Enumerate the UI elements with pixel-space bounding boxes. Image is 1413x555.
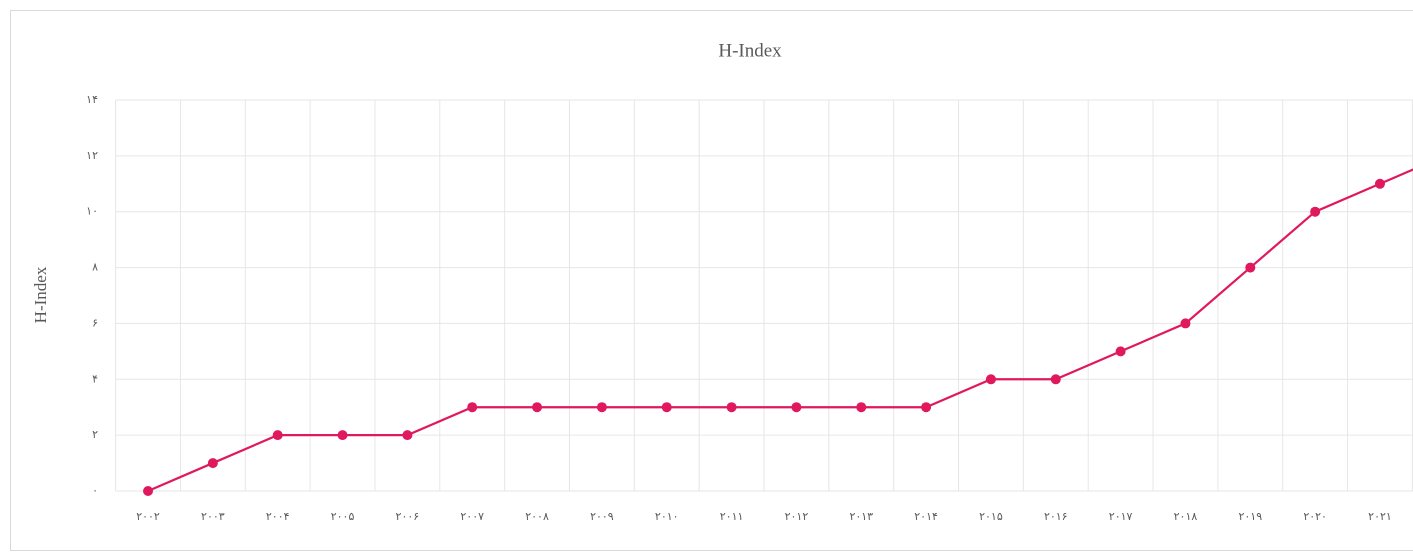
y-tick-label: ۱۴ [86, 93, 98, 106]
x-tick-label: ۲۰۰۷ [460, 510, 484, 523]
x-tick-label: ۲۰۱۰ [655, 510, 679, 523]
y-tick-label: ۸ [92, 261, 98, 274]
data-point [1310, 206, 1321, 217]
x-tick-label: ۲۰۱۶ [1044, 510, 1068, 523]
data-point [1180, 318, 1191, 329]
data-point [1245, 262, 1256, 273]
data-point [402, 430, 413, 441]
x-tick-label: ۲۰۰۵ [331, 510, 355, 523]
y-axis-label: H-Index [31, 266, 50, 323]
y-tick-label: ۱۲ [86, 149, 98, 162]
x-tick-label: ۲۰۰۹ [590, 510, 614, 523]
data-point [661, 402, 672, 413]
x-tick-label: ۲۰۱۷ [1109, 510, 1133, 523]
data-point [143, 486, 154, 496]
x-tick-label: ۲۰۰۳ [201, 510, 225, 523]
y-tick-label: ۲ [92, 428, 98, 441]
chart-border [10, 10, 1413, 551]
data-point [596, 402, 607, 413]
x-tick-label: ۲۰۱۹ [1238, 510, 1262, 523]
data-point [1374, 178, 1385, 189]
x-tick-label: ۲۰۲۰ [1303, 510, 1327, 523]
data-point [1050, 374, 1061, 385]
data-point [856, 402, 867, 413]
x-tick-label: ۲۰۲۱ [1368, 510, 1392, 523]
x-tick-label: ۲۰۰۴ [266, 510, 290, 523]
data-point [1115, 346, 1126, 357]
x-tick-label: ۲۰۱۳ [849, 510, 873, 523]
data-point [207, 458, 218, 469]
data-point [726, 402, 737, 413]
data-point [532, 402, 543, 413]
x-tick-label: ۲۰۱۵ [979, 510, 1003, 523]
data-point [467, 402, 478, 413]
x-tick-label: ۲۰۱۴ [914, 510, 938, 523]
y-tick-label: ۴ [92, 372, 98, 385]
x-tick-label: ۲۰۱۸ [1174, 510, 1198, 523]
y-tick-label: ۰ [92, 484, 98, 497]
x-tick-label: ۲۰۰۲ [136, 510, 160, 523]
data-point [985, 374, 996, 385]
x-tick-label: ۲۰۰۸ [525, 510, 549, 523]
data-point [921, 402, 932, 413]
y-tick-label: ۱۰ [86, 205, 98, 218]
x-tick-label: ۲۰۱۲ [785, 510, 809, 523]
chart-title: H-Index [718, 40, 782, 61]
x-tick-label: ۲۰۰۶ [396, 510, 420, 523]
x-tick-label: ۲۰۱۱ [720, 510, 744, 523]
y-tick-label: ۶ [92, 316, 98, 329]
data-point [337, 430, 348, 441]
data-point [791, 402, 802, 413]
data-point [272, 430, 283, 441]
